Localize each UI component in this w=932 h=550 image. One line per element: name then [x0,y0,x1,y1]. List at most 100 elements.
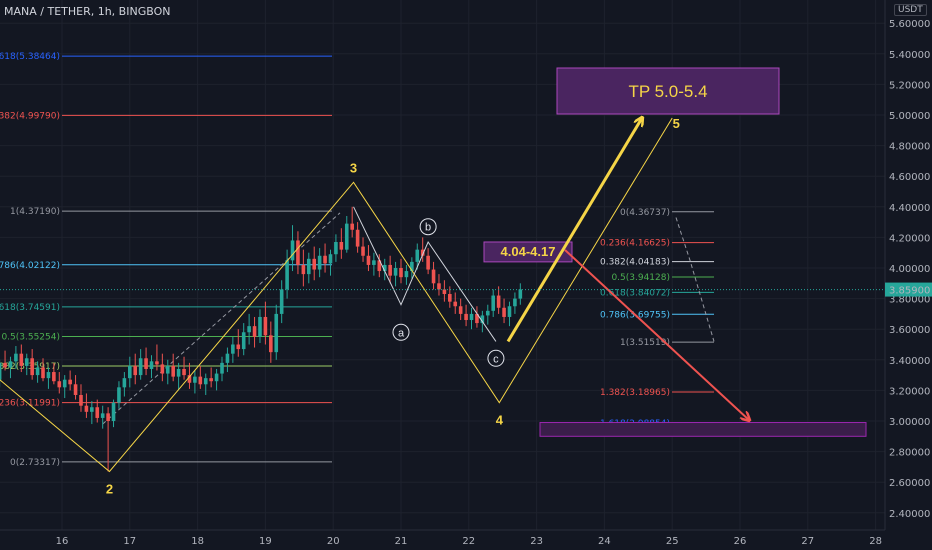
currency-label[interactable]: USDT [894,4,927,16]
time-tick-label: 28 [869,536,882,547]
candle-body [203,378,208,385]
candle-body [290,240,295,261]
wave-label-5: 5 [673,116,680,131]
subwave-circle [419,218,437,236]
wave-channel-dashed [102,212,341,425]
candle-body [231,344,235,354]
candle-body [198,376,203,385]
subwave-label-b: b [425,222,431,234]
candle-body [247,326,251,333]
candle-body [485,310,490,316]
candle-body [301,264,306,275]
subwave-circle [487,349,505,367]
candle-body [382,264,387,272]
fib-left-label: 0.618(3.74591) [0,303,60,313]
candle-body [176,368,181,377]
candle-body [480,315,485,324]
candle-body [68,379,72,385]
time-axis-bg [0,530,932,550]
time-tick-label: 22 [462,536,475,547]
candle-body [225,353,230,363]
candle-body [431,269,436,284]
candle-body [312,258,317,270]
time-tick-label: 21 [395,536,408,547]
price-tick-label: 3.60000 [889,325,930,336]
candle-body [57,381,62,388]
candle-body [426,255,430,270]
candle-body [122,378,127,388]
fib-left-label: 0.382(3.35917) [0,362,60,372]
candle-body [41,367,45,379]
price-tick-label: 4.80000 [889,142,930,153]
symbol-title[interactable]: MANA / TETHER, 1h, BINGBON [4,5,171,18]
candle-body [14,353,18,362]
subwave-label-a: a [398,327,405,339]
candle-body [193,376,197,383]
fib-left-label: 0.5(3.55254) [1,332,60,342]
price-tick-label: 4.40000 [889,203,930,214]
candle-body [404,271,409,278]
candle-body [502,307,506,317]
candle-body [323,255,327,264]
candle-body [334,241,338,255]
candle-body [111,402,116,421]
candle-body [377,260,382,272]
fib-trend-dashed [675,217,715,342]
candle-body [496,295,501,308]
time-tick-label: 26 [734,536,747,547]
candle-body [361,246,365,256]
price-tick-label: 3.80000 [889,295,930,306]
candle-body [388,264,392,276]
candle-body [133,365,138,376]
candle-body [187,375,192,383]
candle-body [236,344,241,350]
time-tick-label: 16 [56,536,69,547]
candle-body [350,223,354,230]
bull-arrow [506,118,642,343]
subwave-circle [392,323,410,341]
candle-body [160,364,165,374]
candle-body [491,295,496,311]
tp-label: TP 5.0-5.4 [628,82,707,101]
price-tick-label: 4.20000 [889,233,930,244]
entry-zone-box [483,241,573,263]
candle-body [84,405,89,412]
price-tick-label: 3.40000 [889,356,930,367]
candle-body [8,361,13,368]
bear-arrow [564,249,749,420]
elliott-wave-line [0,117,673,473]
fib-right-label: 0.618(3.84072) [600,288,670,298]
candle-body [241,332,246,350]
candle-body [144,358,148,369]
entry-zone-label: 4.04-4.17 [501,244,556,259]
candle-body [269,335,273,353]
candle-body [420,249,425,256]
wave-label-2: 2 [106,481,113,496]
time-tick-label: 23 [530,536,543,547]
candle-body [518,289,523,299]
candle-body [366,255,371,265]
lower-target-zone [539,422,867,437]
candle-body [209,378,213,382]
candle-body [399,268,403,278]
price-tick-label: 5.00000 [889,111,930,122]
candle-body [95,407,100,418]
candle-body [30,358,34,376]
price-axis-bg [885,0,932,550]
time-tick-label: 20 [327,536,340,547]
candle-body [214,373,219,382]
candle-body [464,313,468,321]
candle-body [100,413,105,418]
candle-body [317,255,322,270]
abc-wave-line [353,206,497,342]
wave-label-3: 3 [350,160,357,175]
candle-body [24,358,29,366]
time-tick-label: 18 [191,536,204,547]
candle-body [79,394,83,406]
time-tick-label: 24 [598,536,611,547]
candle-body [448,294,452,302]
tp-box [556,67,780,115]
candle-body [453,301,458,307]
candle-body [220,362,224,374]
